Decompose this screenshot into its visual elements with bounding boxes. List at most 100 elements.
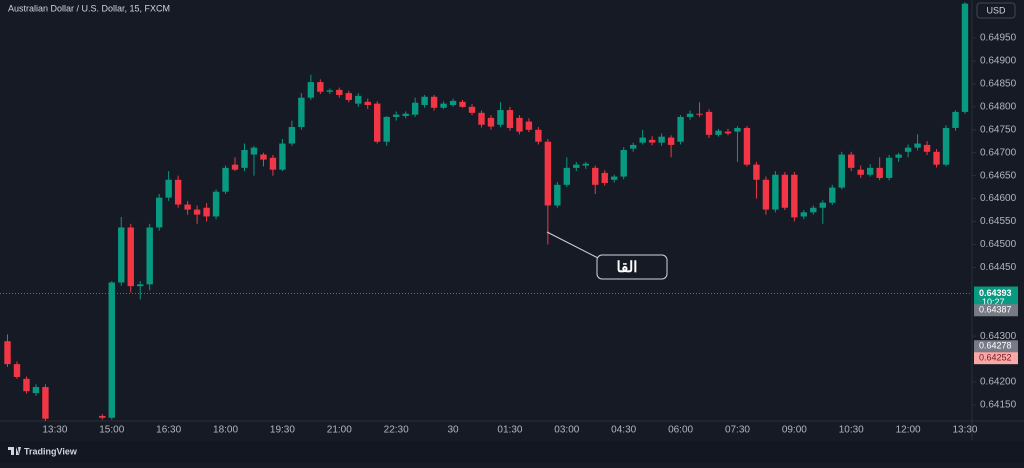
candle-body [364,101,371,106]
x-tick-label: 13:30 [42,425,67,436]
candle-body [298,97,305,128]
symbol-title: Australian Dollar / U.S. Dollar, 15, FXC… [8,3,170,13]
candle-body [696,113,703,115]
candle-body [355,95,362,104]
candle-body [487,117,495,127]
candle-body [961,3,969,112]
callout-text: القا [617,259,638,276]
candle-body [677,116,684,142]
candle-body [923,144,931,152]
y-tick-label: 0.64650 [980,170,1017,181]
x-tick-label: 18:00 [213,425,238,436]
candle-body [13,364,21,377]
price-badge-label: 0.64387 [979,305,1012,315]
candle-body [269,157,277,170]
candle-body [895,154,902,158]
candle-body [753,164,760,180]
y-tick-label: 0.64850 [980,79,1017,90]
candle-body [421,96,428,106]
candle-body [573,164,580,168]
candle-body [127,227,134,287]
callout-arrow [546,231,599,259]
candle-body [23,378,30,392]
candle-body [317,82,324,92]
y-tick-label: 0.64500 [980,239,1017,250]
candle-body [791,174,798,218]
candle-body [648,139,656,143]
candle-body [99,415,106,418]
candle-body [430,96,438,108]
candle-body [554,184,561,206]
currency-button-label[interactable]: USD [986,5,1006,15]
candle-body [772,174,779,210]
candle-body [478,112,485,125]
candle-body [876,167,883,178]
candle-body [667,137,675,145]
y-tick-label: 0.64300 [980,331,1017,342]
candle-body [383,116,390,142]
candle-body [838,154,845,188]
x-tick-label: 30 [447,425,459,436]
candle-body [459,101,466,107]
candle-body [155,197,163,228]
candle-body [203,207,210,217]
y-tick-label: 0.64950 [980,33,1017,44]
candle-body [734,127,741,132]
candle-body [800,212,808,217]
candle-body [184,204,191,210]
candle-body [326,90,334,92]
brand-logo [8,447,21,455]
candle-body [250,147,258,155]
candle-body [468,106,476,113]
y-tick-label: 0.64750 [980,124,1017,135]
candle-body [374,103,381,142]
candle-body [629,144,637,149]
candle-body [42,387,49,419]
footer [0,441,1024,463]
candle-body [212,191,220,217]
candle-body [231,164,239,170]
y-tick-label: 0.64450 [980,262,1017,273]
price-badge-label: 0.64393 [979,288,1012,298]
price-badge-label: 0.64278 [979,341,1012,351]
candle-body [848,154,855,168]
candle-body [952,111,959,128]
candle-body [137,284,144,287]
candle-body [32,387,40,394]
candle-body [810,207,817,213]
currency-button[interactable] [976,2,1016,19]
plot: 0.64150 0.64200 0.64300 0.64450 0.64500 0.645… [0,2,1017,436]
price-badge [974,340,1018,353]
candle-body [440,103,447,108]
candle-body [193,209,201,215]
candle-body [288,127,296,144]
candle-body [611,176,618,180]
candle-body [563,167,571,185]
x-tick-label: 06:00 [668,425,693,436]
candle-body [592,167,599,185]
candle-body [658,136,665,143]
candle-body [885,157,893,178]
x-tick-label: 09:00 [782,425,807,436]
x-tick-label: 19:30 [270,425,295,436]
candle-body [819,202,826,208]
candle-body [544,141,552,206]
candle-body [525,121,533,130]
candle-body [411,102,419,115]
y-tick-label: 0.64900 [980,56,1017,67]
candle-body [392,114,400,117]
candle-body [307,82,315,98]
price-badge-label: 0.64252 [979,353,1012,363]
candle-body [535,129,542,142]
y-tick-label: 0.64200 [980,377,1017,388]
price-badge [974,352,1018,365]
candle-body [743,127,751,165]
candle-body [449,100,457,106]
candle-body [914,143,921,148]
candle-body [762,179,770,210]
candle-body [686,113,694,117]
price-badge [974,304,1018,317]
candle-body [942,127,950,165]
x-tick-label: 12:00 [896,425,921,436]
